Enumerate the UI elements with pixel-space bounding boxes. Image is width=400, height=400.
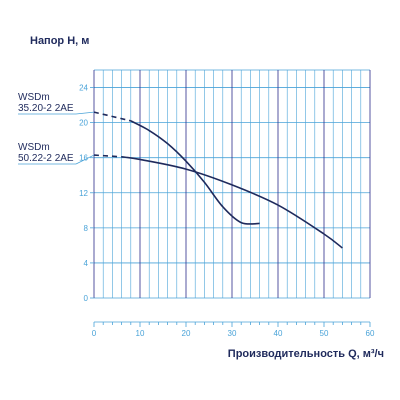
- x-tick-label: 20: [182, 329, 191, 338]
- y-axis-title: Напор H, м: [30, 35, 89, 47]
- x-tick-label: 30: [228, 329, 237, 338]
- x-axis-title: Производительность Q, м³/ч: [228, 348, 384, 360]
- x-tick-label: 50: [320, 329, 329, 338]
- series-dashed-start: [93, 154, 122, 158]
- x-tick-label: 40: [274, 329, 283, 338]
- leader-line: [75, 111, 95, 115]
- y-tick-label: 8: [84, 224, 89, 233]
- series-dashed-start: [93, 111, 131, 122]
- y-tick-label: 4: [84, 259, 89, 268]
- grid: [93, 69, 371, 299]
- y-tick-label: 20: [79, 119, 88, 128]
- y-tick-label: 24: [79, 84, 88, 93]
- x-tick-label: 60: [366, 329, 375, 338]
- series-label: 50.22-2 2AE: [18, 153, 74, 164]
- series-label: WSDm: [18, 92, 50, 103]
- series-label: 35.20-2 2AE: [18, 103, 74, 114]
- y-tick-label: 12: [79, 189, 88, 198]
- y-tick-label: 0: [84, 294, 89, 303]
- curves: [93, 111, 343, 249]
- x-tick-label: 10: [136, 329, 145, 338]
- series-label: WSDm: [18, 142, 50, 153]
- x-axis: 0 10 20 30 40 50 60: [92, 321, 375, 338]
- leader-line: [75, 154, 95, 165]
- x-tick-label: 0: [92, 329, 97, 338]
- y-axis: 0 4 8 12 16 20 24: [79, 84, 94, 303]
- series-line: [121, 156, 343, 249]
- y-tick-label: 16: [79, 154, 88, 163]
